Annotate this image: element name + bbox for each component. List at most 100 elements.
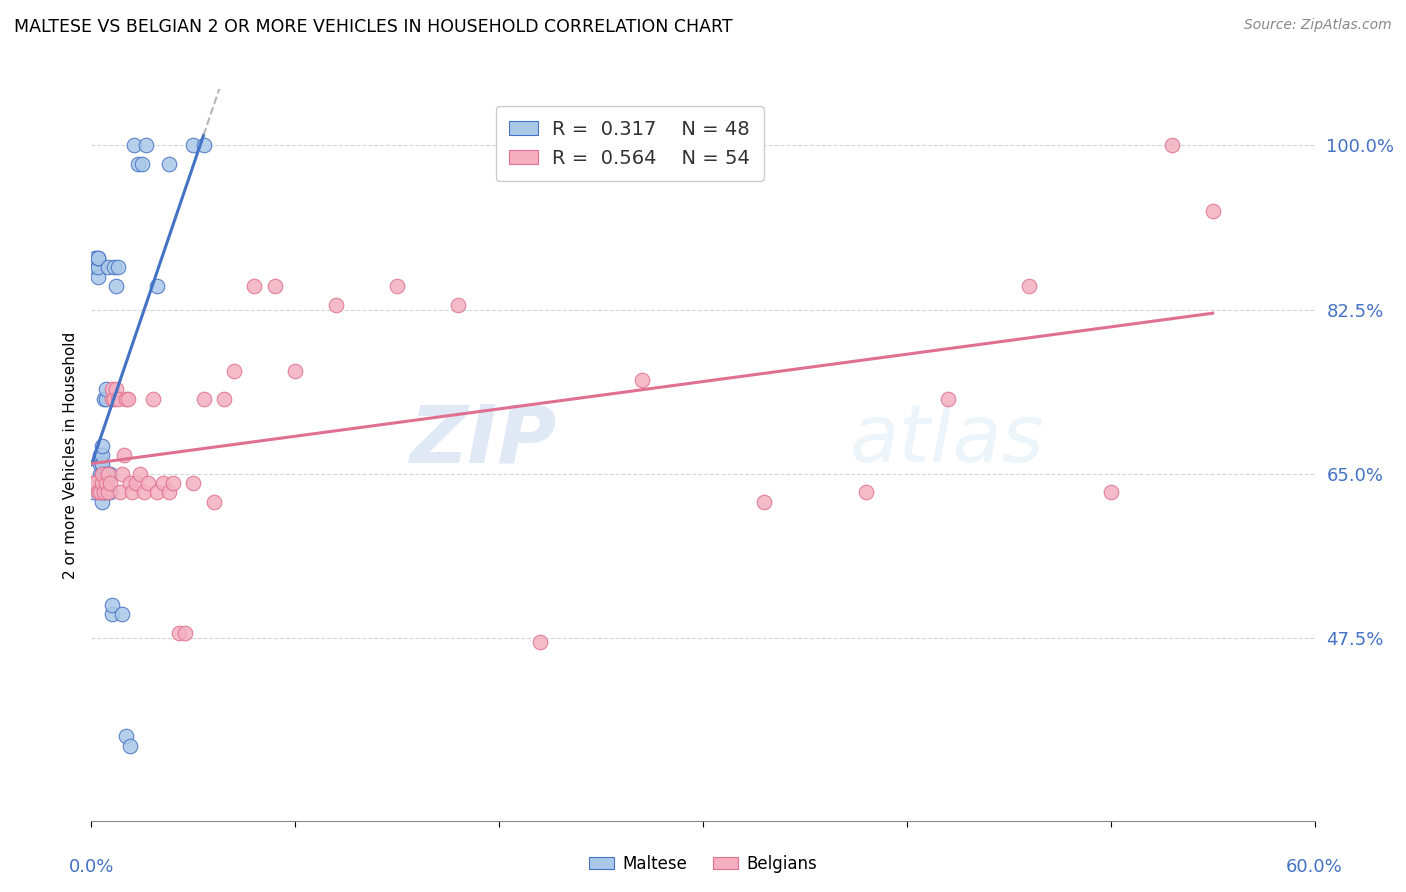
Text: 0.0%: 0.0% [69,858,114,876]
Point [157,485,180,500]
Point [131,157,153,171]
Point [284,363,307,377]
Point [94,476,117,491]
Point [103,392,125,406]
Point [157,157,180,171]
Point [90,495,112,509]
Point [107,392,129,406]
Point [86,251,108,265]
Point [98,476,121,491]
Point [90,448,112,462]
Point [138,476,160,491]
Point [82,476,104,491]
Point [855,485,877,500]
Legend: R =  0.317    N = 48, R =  0.564    N = 54: R = 0.317 N = 48, R = 0.564 N = 54 [496,106,763,181]
Point [385,279,409,293]
Point [111,467,134,481]
Point [101,382,124,396]
Point [325,298,347,312]
Point [145,279,167,293]
Point [631,373,654,387]
Point [222,363,246,377]
Point [202,495,225,509]
Point [94,476,117,491]
Text: atlas: atlas [849,401,1045,479]
Point [529,635,551,649]
Point [107,260,129,275]
Point [936,392,959,406]
Point [94,485,117,500]
Point [117,392,139,406]
Point [101,392,124,406]
Point [1099,485,1122,500]
Point [89,458,111,472]
Point [90,467,112,481]
Point [89,485,111,500]
Point [97,467,120,481]
Point [86,260,108,275]
Point [129,467,152,481]
Point [183,138,205,153]
Point [135,138,157,153]
Point [101,607,124,622]
Point [93,485,115,500]
Point [174,626,197,640]
Point [1161,138,1184,153]
Point [125,476,148,491]
Point [86,485,108,500]
Point [98,467,121,481]
Point [243,279,266,293]
Point [94,382,117,396]
Point [97,260,120,275]
Point [212,392,235,406]
Point [754,495,776,509]
Point [108,485,131,500]
Point [115,392,138,406]
Point [111,607,134,622]
Text: Source: ZipAtlas.com: Source: ZipAtlas.com [1244,18,1392,32]
Point [122,138,145,153]
Legend: Maltese, Belgians: Maltese, Belgians [582,848,824,880]
Point [90,476,112,491]
Point [112,448,135,462]
Point [90,476,112,491]
Point [89,476,111,491]
Point [93,392,115,406]
Point [84,260,107,275]
Point [264,279,287,293]
Point [120,476,142,491]
Point [141,392,163,406]
Y-axis label: 2 or more Vehicles in Household: 2 or more Vehicles in Household [62,331,77,579]
Point [89,467,111,481]
Point [152,476,174,491]
Point [90,485,112,500]
Point [89,485,111,500]
Point [94,392,117,406]
Point [89,448,111,462]
Point [90,438,112,452]
Point [1018,279,1040,293]
Point [90,467,112,481]
Text: MALTESE VS BELGIAN 2 OR MORE VEHICLES IN HOUSEHOLD CORRELATION CHART: MALTESE VS BELGIAN 2 OR MORE VEHICLES IN… [14,18,733,36]
Point [86,269,108,284]
Point [120,739,142,753]
Point [93,476,115,491]
Point [84,251,107,265]
Point [94,467,117,481]
Point [193,138,215,153]
Point [115,729,138,743]
Point [134,485,156,500]
Point [162,476,184,491]
Point [104,279,127,293]
Point [93,485,115,500]
Point [93,467,115,481]
Point [97,467,120,481]
Point [1202,204,1225,219]
Point [193,392,215,406]
Text: 60.0%: 60.0% [1286,858,1343,876]
Point [84,476,107,491]
Point [97,485,120,500]
Point [167,626,190,640]
Point [103,260,125,275]
Point [447,298,470,312]
